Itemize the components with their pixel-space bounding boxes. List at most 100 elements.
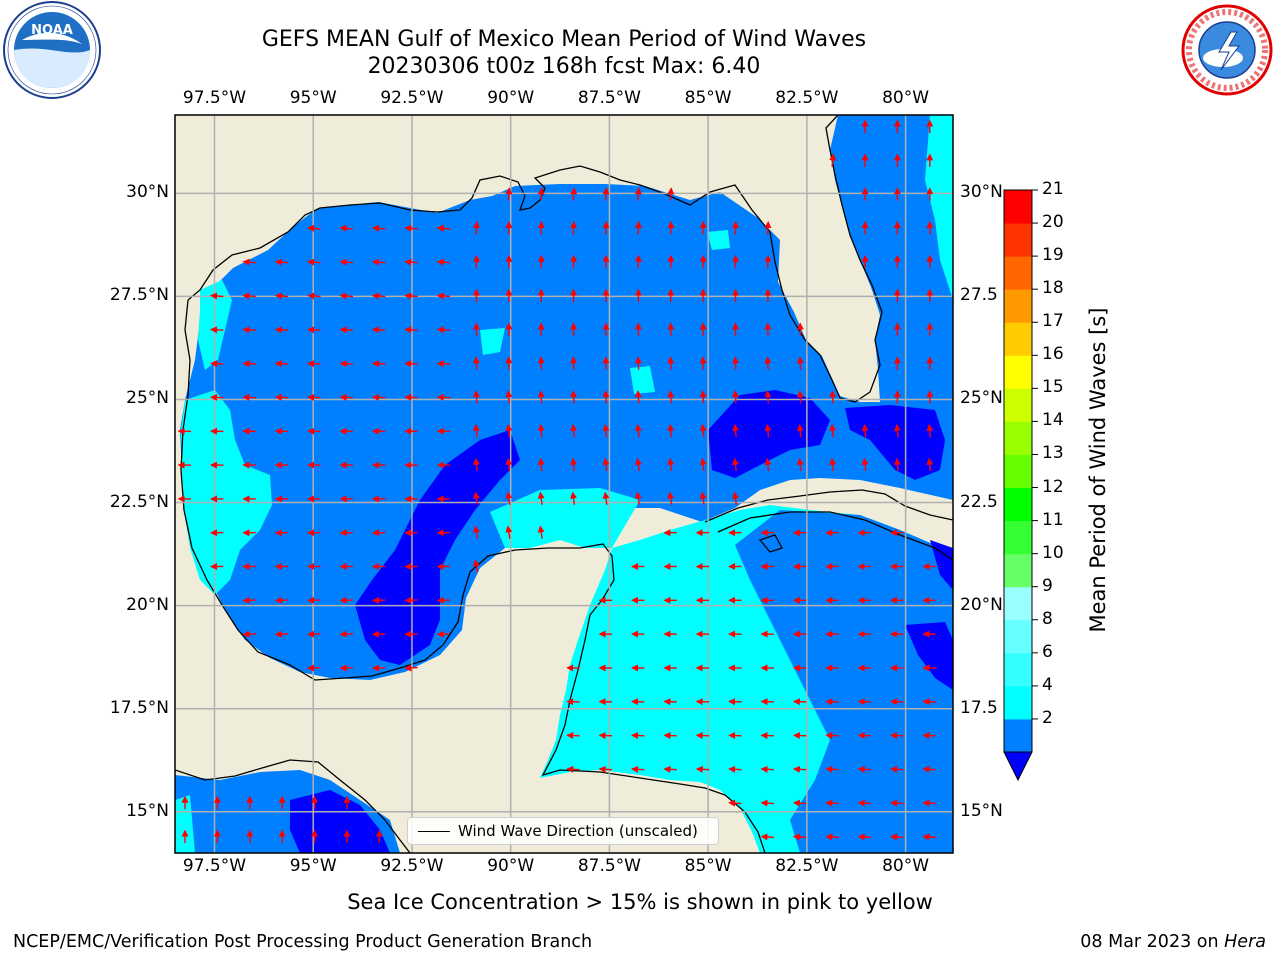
wave-direction-arrow — [667, 491, 675, 505]
wave-direction-arrow — [764, 457, 772, 472]
lon-tick-top: 87.5°W — [577, 88, 641, 108]
wave-direction-arrow — [667, 356, 675, 370]
colorbar-swatch — [1004, 685, 1032, 720]
wave-direction-arrow — [242, 292, 256, 300]
lat-tick-right: 30°N — [960, 182, 1003, 203]
wave-direction-arrow — [371, 224, 386, 232]
colorbar-tick-label: 20 — [1042, 212, 1064, 233]
wave-direction-arrow — [699, 221, 707, 235]
wave-direction-arrow — [472, 390, 480, 404]
wave-direction-arrow — [371, 360, 386, 368]
wave-direction-arrow — [732, 423, 740, 438]
colorbar-swatch — [1004, 619, 1032, 654]
wave-direction-arrow — [667, 423, 675, 438]
wave-direction-arrow — [634, 221, 642, 235]
wave-direction-arrow — [371, 292, 386, 300]
colorbar-tick-label: 6 — [1042, 641, 1053, 662]
colorbar-tick-label: 9 — [1042, 575, 1053, 596]
colorbar-tick-label: 12 — [1042, 476, 1064, 497]
wave-direction-arrow — [505, 187, 513, 201]
wave-direction-arrow — [537, 390, 545, 404]
wave-direction-arrow — [893, 423, 901, 438]
wave-direction-arrow — [505, 457, 513, 472]
wave-direction-arrow — [699, 491, 707, 505]
chart-title: GEFS MEAN Gulf of Mexico Mean Period of … — [261, 27, 867, 52]
colorbar-swatch — [1004, 652, 1032, 687]
colorbar-extend-min — [1003, 751, 1033, 782]
wave-direction-arrow — [505, 491, 513, 505]
wave-direction-arrow — [760, 765, 774, 773]
wave-direction-arrow — [537, 491, 545, 505]
wave-direction-arrow — [796, 356, 804, 370]
wave-direction-arrow — [825, 732, 839, 740]
wave-direction-arrow — [537, 356, 545, 370]
gulf-water — [180, 184, 953, 680]
wave-direction-arrow — [307, 393, 321, 401]
wave-direction-arrow — [505, 423, 513, 438]
wave-direction-arrow — [829, 390, 837, 404]
colorbar-swatch — [1004, 553, 1032, 588]
colorbar-swatch — [1004, 388, 1032, 422]
footer-credit: NCEP/EMC/Verification Post Processing Pr… — [13, 932, 593, 952]
wave-direction-arrow — [242, 360, 256, 368]
wave-direction-arrow — [210, 360, 224, 368]
colorbar-tick-label: 17 — [1042, 311, 1064, 332]
wave-direction-arrow — [537, 423, 545, 438]
wave-direction-arrow — [663, 732, 677, 740]
wave-direction-arrow — [857, 732, 872, 740]
colorbar-swatch — [1004, 718, 1032, 753]
map-legend: Wind Wave Direction (unscaled) — [407, 817, 719, 845]
lat-tick-left: 30°N — [126, 182, 169, 203]
wave-direction-arrow — [307, 224, 321, 232]
lon-tick-bottom: 85°W — [684, 856, 732, 876]
wave-direction-arrow — [731, 457, 739, 472]
wave-direction-arrow — [404, 393, 418, 401]
wave-direction-arrow — [695, 732, 710, 740]
colorbar-swatch — [1004, 190, 1032, 224]
colorbar-swatch — [1004, 289, 1032, 323]
wave-direction-arrow — [274, 258, 289, 266]
wave-direction-arrow — [922, 765, 936, 773]
lat-tick-left: 25°N — [126, 388, 169, 409]
wave-direction-arrow — [570, 356, 578, 370]
nws-logo — [1181, 4, 1273, 96]
wave-direction-arrow — [472, 457, 480, 472]
colorbar-swatch — [1004, 586, 1032, 621]
wave-direction-arrow — [404, 258, 418, 266]
atlantic-water — [830, 115, 953, 402]
lon-tick-bottom: 82.5°W — [775, 856, 839, 876]
sea-ice-note: Sea Ice Concentration > 15% is shown in … — [347, 890, 933, 914]
wave-direction-arrow — [570, 423, 578, 438]
wave-direction-arrow — [764, 390, 772, 404]
wave-direction-arrow — [570, 491, 578, 505]
wave-direction-arrow — [861, 423, 869, 438]
wave-direction-arrow — [890, 833, 904, 841]
wave-direction-arrow — [890, 765, 904, 773]
wave-direction-arrow — [634, 356, 642, 370]
lat-tick-left: 22.5°N — [109, 491, 169, 512]
wave-direction-arrow — [472, 559, 480, 573]
wave-direction-arrow — [728, 765, 742, 773]
wave-direction-arrow — [760, 799, 774, 807]
colorbar-tick-label: 16 — [1042, 344, 1064, 365]
wave-direction-arrow — [602, 221, 610, 235]
wave-direction-arrow — [436, 292, 451, 300]
wave-direction-arrow — [436, 326, 451, 334]
colorbar-swatch — [1004, 487, 1032, 522]
map-frame — [174, 114, 954, 854]
wave-direction-arrow — [857, 799, 872, 807]
colorbar-swatch — [1004, 322, 1032, 356]
colorbar-tick-label: 8 — [1042, 608, 1053, 629]
wave-direction-arrow — [792, 765, 807, 773]
wave-direction-arrow — [732, 491, 739, 505]
wave-direction-arrow — [570, 457, 578, 472]
wave-direction-arrow — [764, 423, 772, 438]
wave-direction-arrow — [339, 630, 353, 638]
lat-tick-right: 25°N — [960, 388, 1003, 409]
wave-direction-arrow — [829, 153, 837, 167]
wave-direction-arrow — [695, 765, 710, 773]
wave-direction-arrow — [631, 732, 645, 740]
wave-direction-arrow — [339, 393, 353, 401]
wave-direction-arrow — [274, 393, 289, 401]
